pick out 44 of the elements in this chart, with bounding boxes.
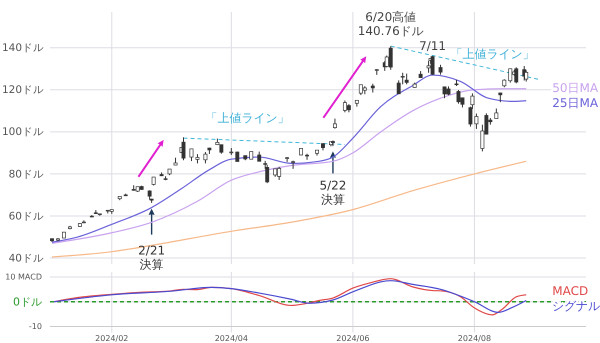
annotation: 6/20高値 140.76ドル: [358, 10, 424, 38]
candlestick: [257, 151, 262, 162]
y-tick-label: -10: [28, 322, 42, 332]
candlestick: [332, 118, 337, 130]
annotation: 7/11: [419, 38, 446, 53]
y-tick-label: 0ドル: [13, 295, 42, 308]
annotation: 2/21 決算: [138, 244, 166, 272]
candlestick: [265, 164, 270, 184]
candlestick: [388, 46, 393, 70]
candlestick: [456, 90, 460, 104]
annotation: 5/22 決算: [319, 178, 346, 206]
x-tick-label: 2024/06: [336, 334, 370, 343]
text: シグナル: [552, 299, 600, 314]
candlestick: [474, 113, 478, 130]
text: 50日MA: [552, 81, 599, 96]
candlestick: [404, 73, 409, 85]
y-tick-label: 60ドル: [8, 210, 44, 222]
x-tick-label: 2024/02: [95, 334, 128, 343]
y-tick-label: 10 MACD: [5, 272, 42, 282]
candlestick: [235, 151, 240, 162]
candlestick: [524, 70, 528, 82]
candlestick: [358, 84, 363, 96]
y-tick-label: 40ドル: [8, 252, 44, 264]
y-tick-label: 140ドル: [2, 42, 44, 54]
annotation: 「上値ライン」: [450, 46, 534, 61]
candlestick: [498, 92, 502, 103]
y-tick-label: 80ドル: [8, 168, 44, 180]
candlestick: [196, 154, 200, 164]
text: 25日MA: [552, 96, 599, 110]
candlestick: [219, 144, 224, 154]
y-tick-label: 100ドル: [2, 126, 44, 138]
y-tick-label: 120ドル: [2, 84, 44, 96]
x-tick-label: 2024/04: [214, 334, 248, 343]
candlestick: [438, 64, 442, 76]
candlestick: [494, 108, 498, 120]
text: MACD: [552, 284, 588, 298]
candlestick: [203, 152, 208, 164]
candlestick: [190, 148, 194, 162]
candlestick: [342, 100, 347, 113]
annotation: 「上値ライン」: [205, 111, 290, 126]
candlestick: [426, 60, 431, 74]
candlestick: [277, 166, 282, 180]
x-tick-label: 2024/08: [458, 334, 492, 343]
line-series: [51, 160, 527, 258]
